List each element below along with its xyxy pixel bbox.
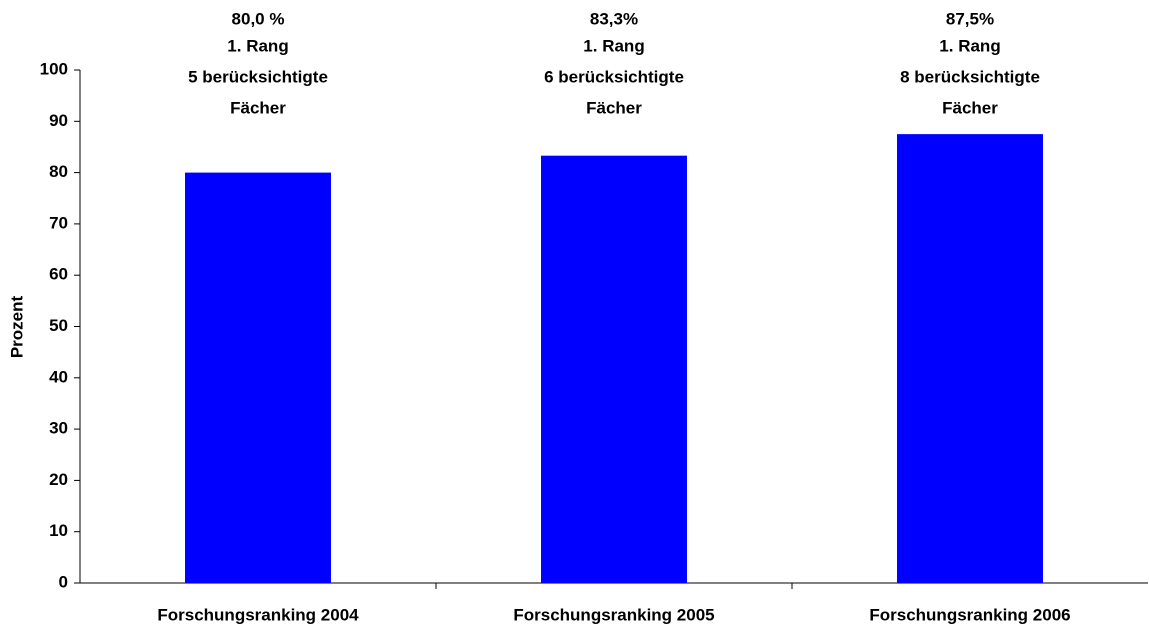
value-label: 83,3%	[590, 9, 638, 28]
y-tick-label: 90	[49, 111, 68, 130]
annotation: 8 berücksichtigte	[900, 67, 1040, 86]
x-tick-label: Forschungsranking 2004	[157, 605, 359, 624]
y-tick-label: 60	[49, 265, 68, 284]
annotation: 1. Rang	[227, 36, 288, 55]
annotation: Fächer	[230, 98, 286, 117]
x-tick-label: Forschungsranking 2005	[513, 605, 714, 624]
x-tick-label: Forschungsranking 2006	[869, 605, 1070, 624]
bar	[897, 134, 1043, 583]
annotation: 1. Rang	[939, 36, 1000, 55]
annotation: Fächer	[942, 98, 998, 117]
y-tick-label: 20	[49, 470, 68, 489]
y-tick-label: 100	[40, 59, 68, 78]
y-tick-label: 80	[49, 162, 68, 181]
bar	[541, 155, 687, 583]
y-tick-label: 0	[59, 572, 68, 591]
annotation: 6 berücksichtigte	[544, 67, 684, 86]
annotation: Fächer	[586, 98, 642, 117]
y-tick-label: 50	[49, 316, 68, 335]
y-axis-label: Prozent	[7, 295, 26, 358]
value-label: 87,5%	[946, 9, 994, 28]
y-tick-label: 30	[49, 419, 68, 438]
annotation: 1. Rang	[583, 36, 644, 55]
annotation: 5 berücksichtigte	[188, 67, 328, 86]
y-tick-label: 40	[49, 367, 68, 386]
y-tick-label: 10	[49, 521, 68, 540]
y-tick-label: 70	[49, 213, 68, 232]
bar	[185, 172, 331, 583]
value-label: 80,0 %	[232, 9, 285, 28]
